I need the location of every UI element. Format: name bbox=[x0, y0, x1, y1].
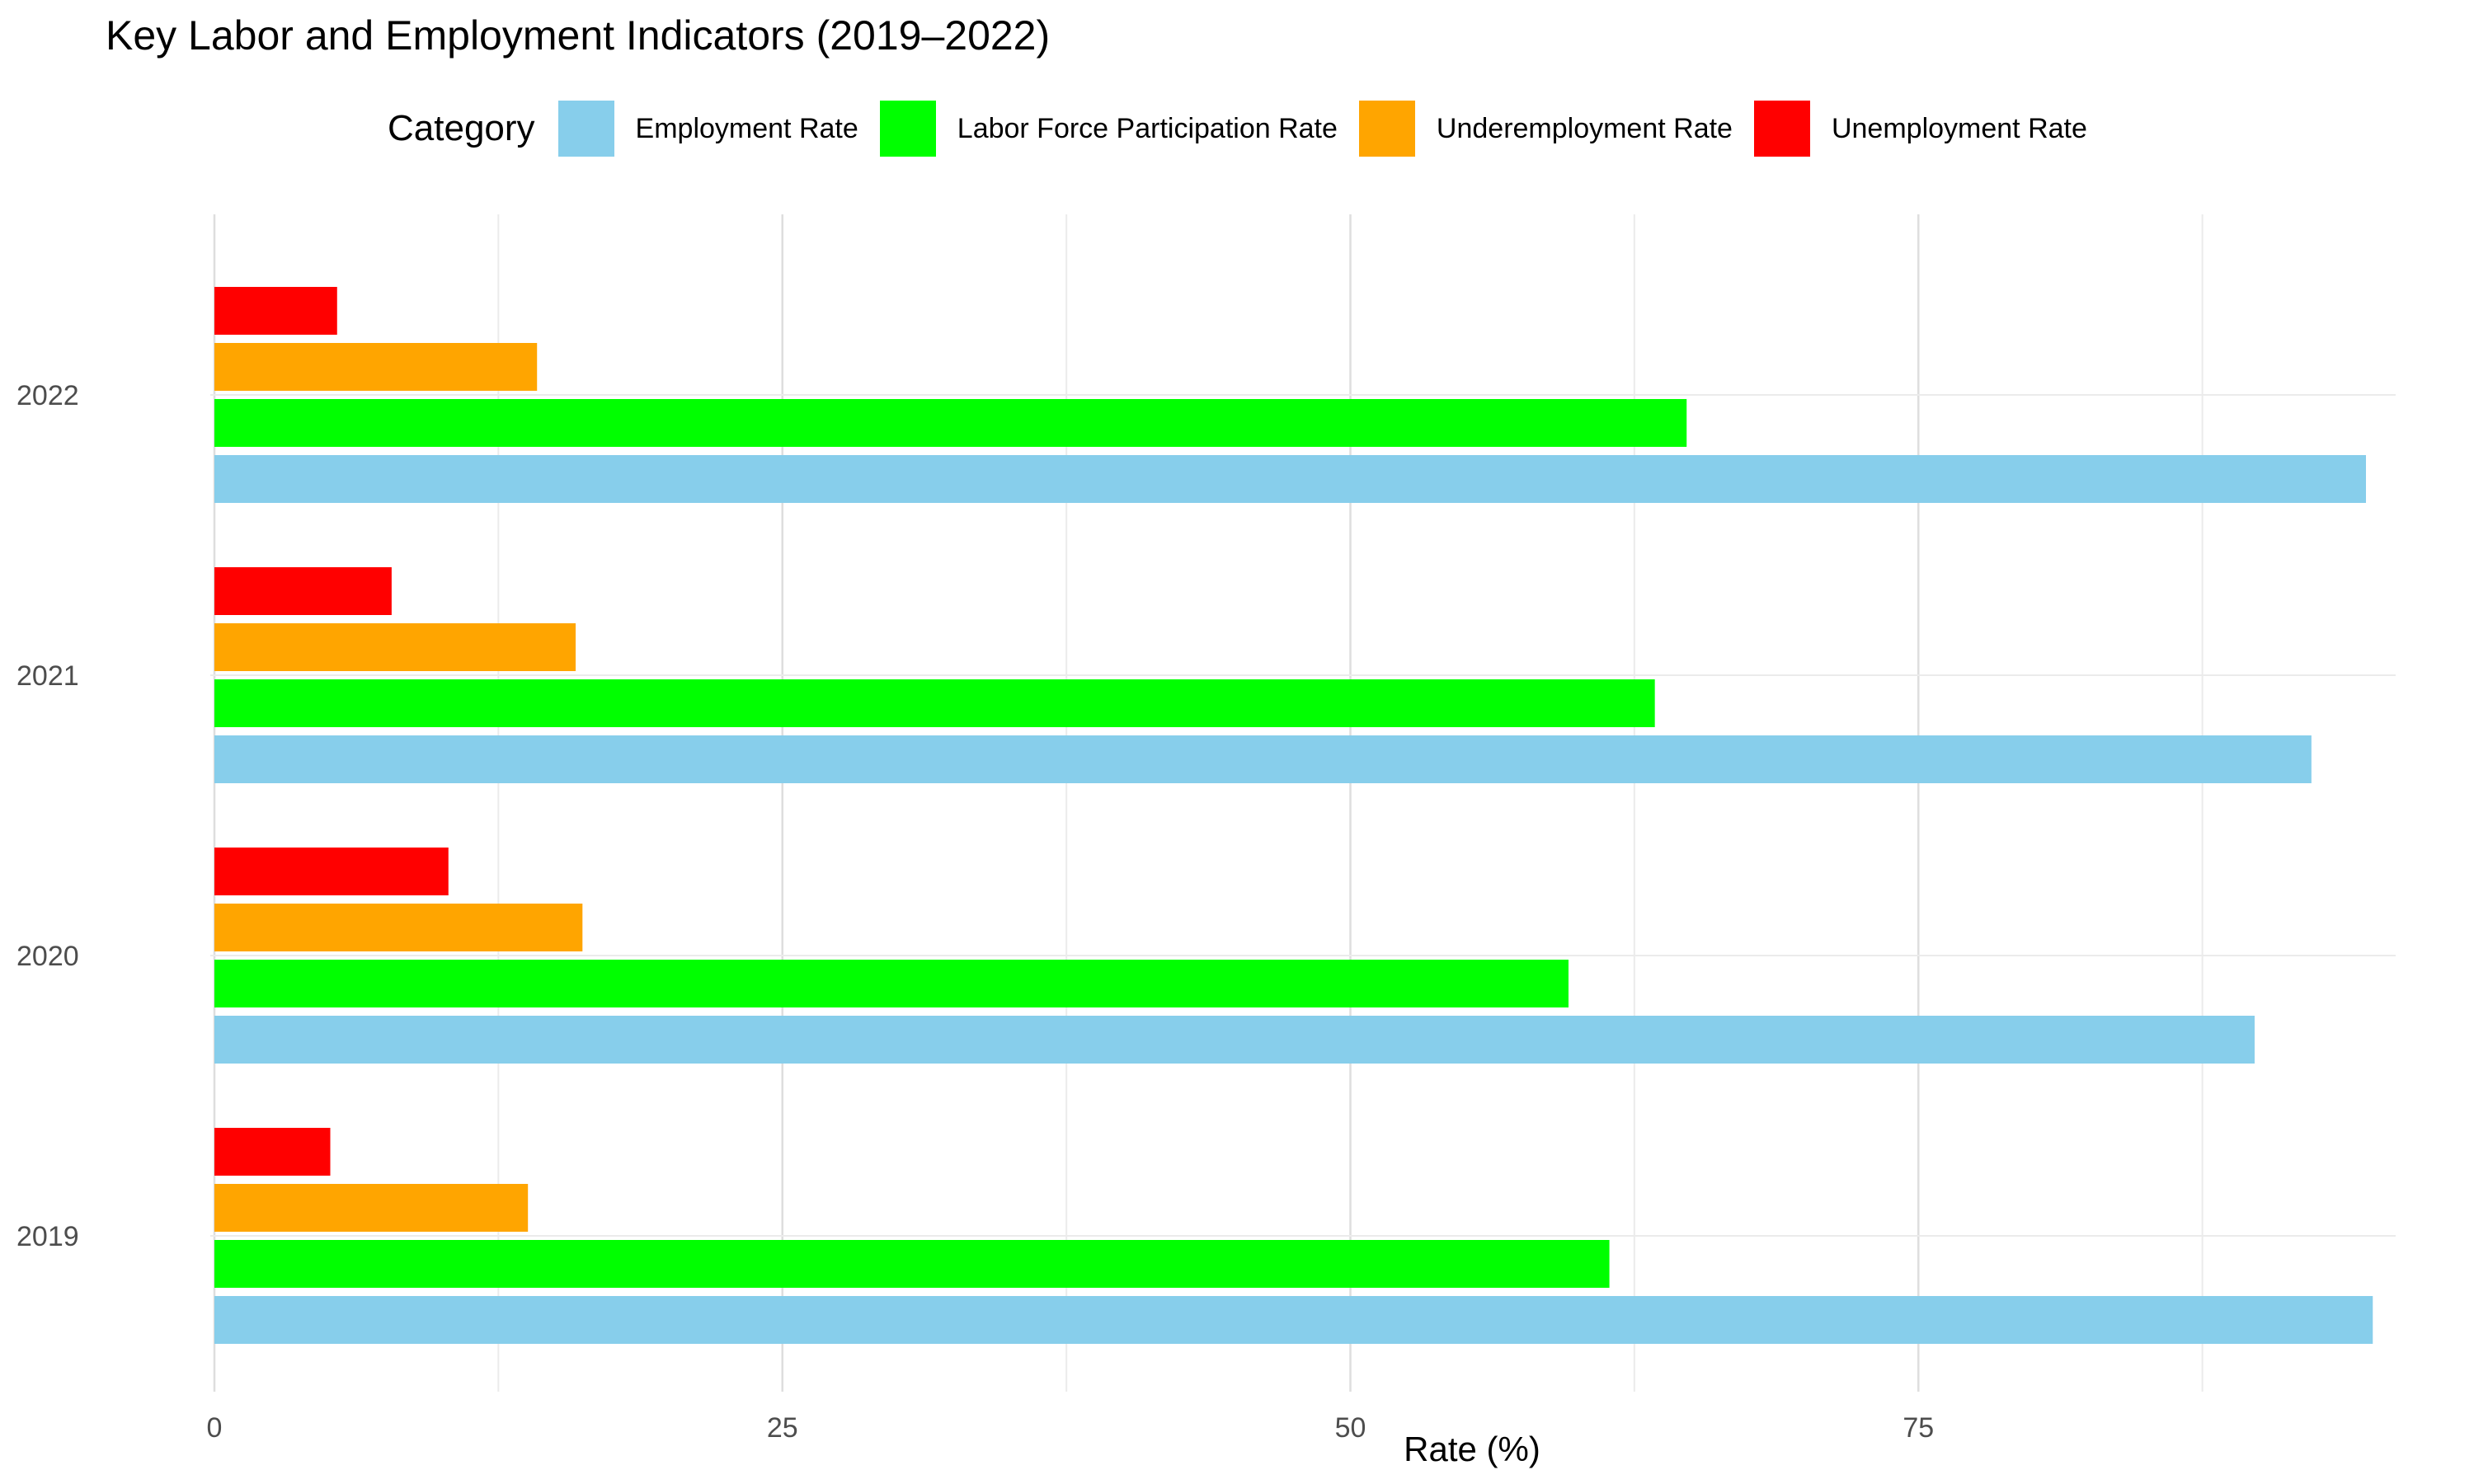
bar-2021-unemployment-rate bbox=[214, 567, 392, 615]
x-tick-label: 0 bbox=[207, 1412, 223, 1444]
bar-2020-underemployment-rate bbox=[214, 904, 583, 951]
legend-key-unemployment-rate bbox=[1753, 101, 1810, 157]
x-axis-label: Rate (%) bbox=[1404, 1430, 1540, 1468]
bar-2019-underemployment-rate bbox=[214, 1184, 529, 1232]
legend-label-unemployment-rate: Unemployment Rate bbox=[1831, 112, 2087, 144]
tick-labels: 0 25 50 75 2019 2020 2021 2022 bbox=[16, 380, 1934, 1444]
x-tick-label: 25 bbox=[767, 1412, 798, 1444]
y-tick-label: 2022 bbox=[16, 380, 79, 411]
bar-2020-labor-force-participation-rate bbox=[214, 960, 1569, 1007]
legend-label-labor-force-participation-rate: Labor Force Participation Rate bbox=[957, 112, 1338, 144]
bar-2019-labor-force-participation-rate bbox=[214, 1240, 1610, 1288]
grid-lines bbox=[210, 214, 2396, 1392]
legend-item-underemployment-rate: Underemployment Rate bbox=[1358, 101, 1733, 157]
bar-2019-employment-rate bbox=[214, 1296, 2373, 1344]
chart-title: Key Labor and Employment Indicators (201… bbox=[106, 12, 1051, 59]
bar-2021-employment-rate bbox=[214, 735, 2312, 783]
legend: Category Employment Rate Labor Force Par… bbox=[388, 97, 2109, 160]
legend-label-employment-rate: Employment Rate bbox=[635, 112, 858, 144]
legend-key-employment-rate bbox=[557, 101, 614, 157]
legend-item-unemployment-rate: Unemployment Rate bbox=[1753, 101, 2087, 157]
legend-label-underemployment-rate: Underemployment Rate bbox=[1436, 112, 1733, 144]
bar-2021-underemployment-rate bbox=[214, 623, 576, 671]
x-tick-label: 75 bbox=[1903, 1412, 1934, 1444]
bar-2021-labor-force-participation-rate bbox=[214, 679, 1655, 727]
legend-item-labor-force-participation-rate: Labor Force Participation Rate bbox=[879, 101, 1338, 157]
legend-title: Category bbox=[388, 108, 535, 148]
bar-2022-unemployment-rate bbox=[214, 287, 337, 335]
y-tick-label: 2019 bbox=[16, 1221, 79, 1252]
legend-item-employment-rate: Employment Rate bbox=[557, 101, 858, 157]
x-tick-label: 50 bbox=[1335, 1412, 1366, 1444]
bar-2020-unemployment-rate bbox=[214, 848, 449, 895]
bar-2022-employment-rate bbox=[214, 455, 2366, 503]
legend-key-underemployment-rate bbox=[1358, 101, 1415, 157]
bar-2022-underemployment-rate bbox=[214, 343, 538, 391]
legend-key-labor-force-participation-rate bbox=[879, 101, 936, 157]
y-tick-label: 2021 bbox=[16, 660, 79, 692]
bars bbox=[214, 287, 2373, 1344]
y-tick-label: 2020 bbox=[16, 941, 79, 972]
bar-2020-employment-rate bbox=[214, 1016, 2255, 1064]
bar-2022-labor-force-participation-rate bbox=[214, 399, 1687, 447]
bar-2019-unemployment-rate bbox=[214, 1128, 331, 1176]
